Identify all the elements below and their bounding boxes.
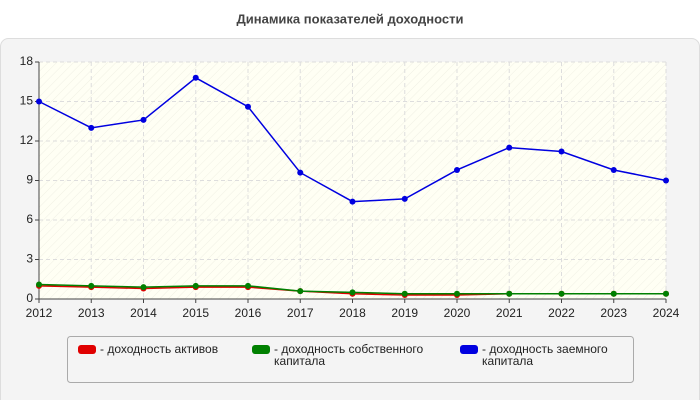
legend-item: - доходность собственного капитала xyxy=(252,343,434,367)
data-point xyxy=(663,290,669,297)
data-point xyxy=(558,148,565,155)
x-tick-label: 2021 xyxy=(496,306,523,320)
data-point xyxy=(297,169,304,176)
data-point xyxy=(610,166,617,173)
x-tick-label: 2015 xyxy=(182,306,209,320)
legend-swatch xyxy=(252,345,270,354)
data-point xyxy=(506,290,513,297)
data-point xyxy=(140,284,147,291)
x-tick-label: 2018 xyxy=(339,306,366,320)
data-point xyxy=(192,74,199,81)
data-point xyxy=(36,98,42,105)
data-point xyxy=(192,282,199,289)
legend-item: - доходность заемного капитала xyxy=(460,343,642,367)
data-point xyxy=(245,103,251,110)
x-tick-label: 2020 xyxy=(444,306,471,320)
data-point xyxy=(454,290,460,297)
data-point xyxy=(88,124,95,131)
data-point xyxy=(140,116,147,123)
data-point xyxy=(401,290,408,297)
legend-item: - доходность активов xyxy=(78,343,260,355)
x-tick-label: 2019 xyxy=(391,306,418,320)
data-point xyxy=(454,166,460,173)
x-tick-label: 2024 xyxy=(653,306,680,320)
data-point xyxy=(506,144,513,151)
legend-label: - доходность заемного капитала xyxy=(482,342,608,368)
x-tick-label: 2022 xyxy=(548,306,575,320)
y-tick-label: 6 xyxy=(26,212,33,226)
x-tick-label: 2013 xyxy=(78,306,105,320)
data-point xyxy=(349,198,356,205)
chart-title: Динамика показателей доходности xyxy=(236,11,463,26)
data-point xyxy=(36,281,42,288)
y-tick-label: 12 xyxy=(20,133,34,147)
data-point xyxy=(558,290,565,297)
data-point xyxy=(297,288,304,295)
data-point xyxy=(88,282,95,289)
x-tick-label: 2012 xyxy=(26,306,53,320)
legend-label: - доходность собственного капитала xyxy=(274,342,424,368)
y-tick-label: 9 xyxy=(26,173,33,187)
legend-label: - доходность активов xyxy=(100,342,219,356)
y-tick-label: 0 xyxy=(26,291,33,305)
data-point xyxy=(401,195,408,202)
x-tick-label: 2017 xyxy=(287,306,314,320)
x-tick-label: 2023 xyxy=(600,306,627,320)
y-tick-label: 15 xyxy=(20,94,34,108)
data-point xyxy=(610,290,617,297)
data-point xyxy=(245,282,251,289)
legend-swatch xyxy=(460,345,478,354)
x-tick-label: 2016 xyxy=(235,306,262,320)
data-point xyxy=(663,177,669,184)
y-tick-label: 3 xyxy=(26,252,33,266)
data-point xyxy=(349,289,356,296)
legend-box xyxy=(67,336,634,383)
x-tick-label: 2014 xyxy=(130,306,157,320)
y-tick-label: 18 xyxy=(20,54,34,68)
legend-swatch xyxy=(78,345,96,354)
